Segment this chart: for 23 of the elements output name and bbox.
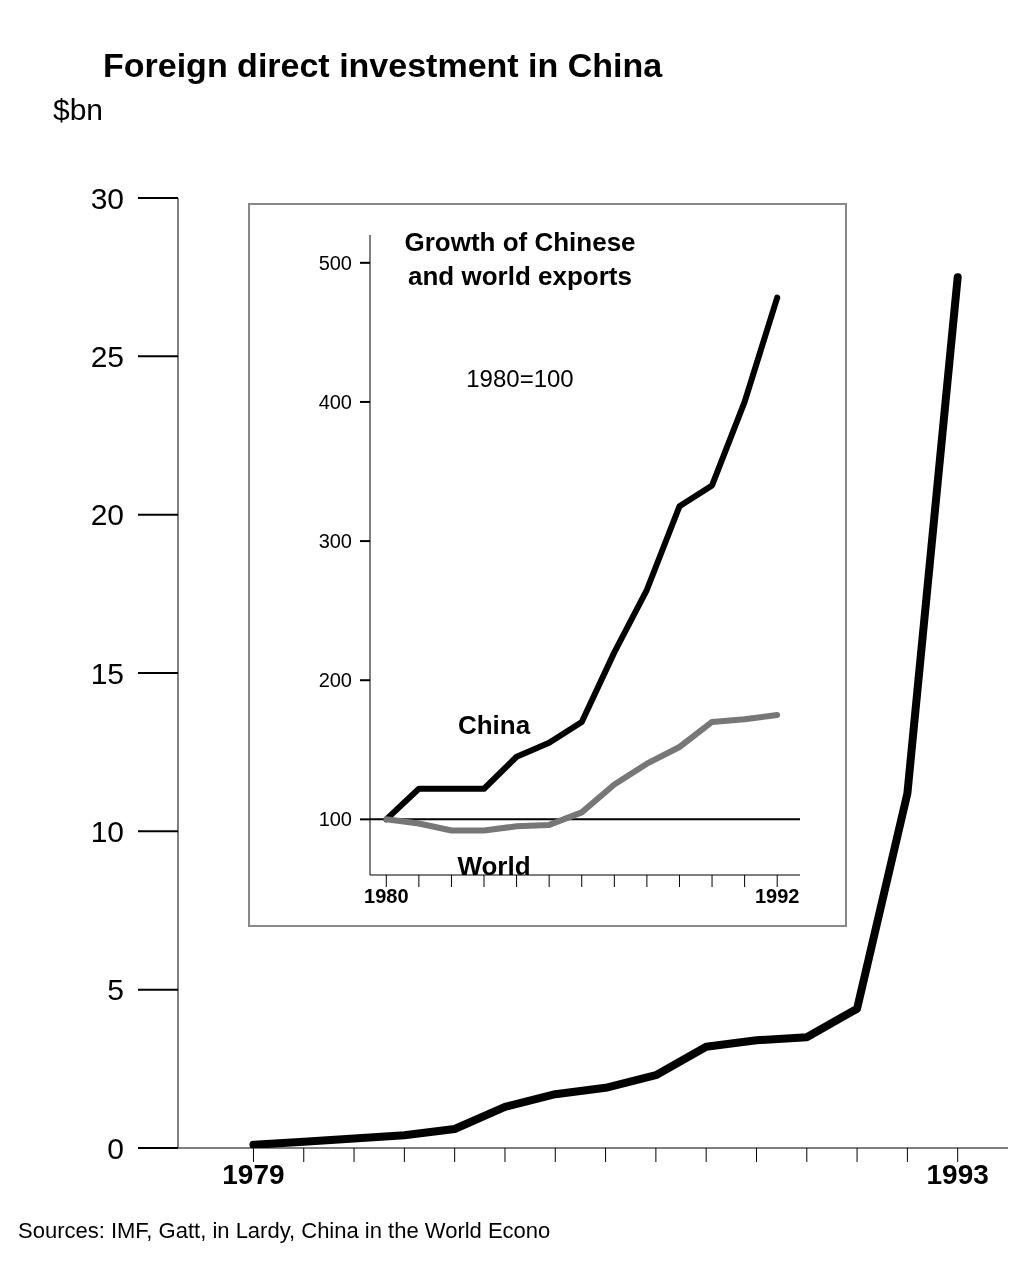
y-tick-label: 500 xyxy=(318,251,352,274)
y-tick-label: 30 xyxy=(90,181,124,215)
text: 1980=100 xyxy=(465,365,575,393)
y-tick-label: 400 xyxy=(318,391,352,414)
y-tick-label: 0 xyxy=(107,1131,124,1165)
y-tick-label: 25 xyxy=(90,339,124,373)
chart-title: Growth of Chinese and world exports xyxy=(403,226,637,293)
x-tick-label: 1980 xyxy=(364,885,409,908)
x-tick-label: 1979 xyxy=(222,1158,285,1190)
y-tick-label: 10 xyxy=(90,814,124,848)
series-label: World xyxy=(457,851,531,882)
series-label: China xyxy=(457,709,531,740)
source-note: Sources: IMF, Gatt, in Lardy, China in the World Econo xyxy=(18,1218,551,1244)
x-tick-label: 1992 xyxy=(754,885,800,908)
y-tick-label: 20 xyxy=(90,498,124,532)
y-tick-label: 15 xyxy=(90,656,124,690)
y-tick-label: 100 xyxy=(318,808,352,831)
x-tick-label: 1993 xyxy=(926,1158,989,1190)
y-axis-title: $bn xyxy=(53,93,104,127)
y-tick-label: 200 xyxy=(318,669,352,692)
chart-title: Foreign direct investment in China xyxy=(103,46,663,85)
y-tick-label: 5 xyxy=(107,973,124,1007)
y-tick-label: 300 xyxy=(318,530,352,553)
